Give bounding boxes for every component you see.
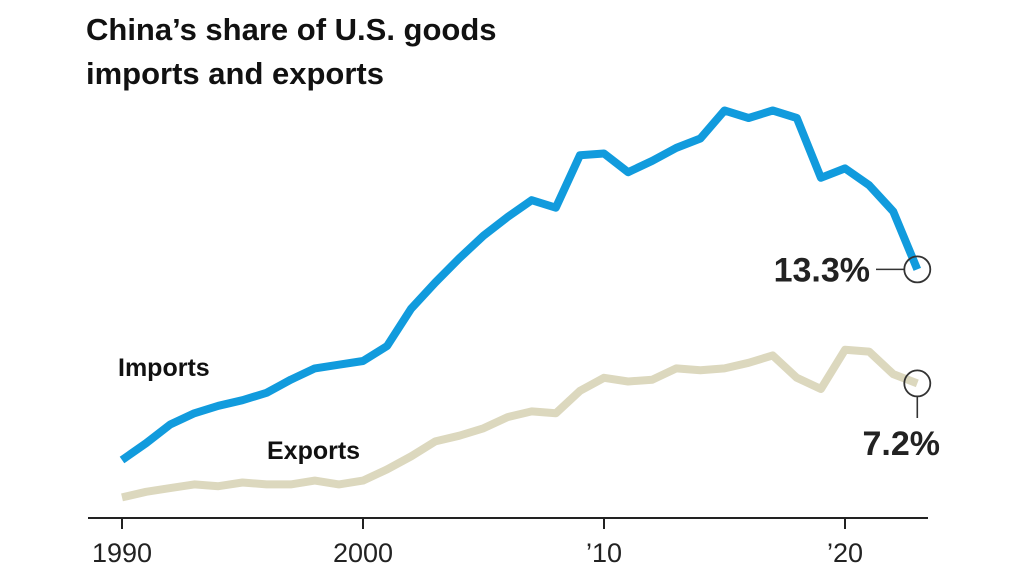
x-tick-label: 1990 (92, 538, 152, 568)
series-layer (119, 106, 921, 502)
exports-end-value-label: 7.2% (863, 425, 941, 463)
imports-end-value-label: 13.3% (774, 251, 870, 289)
chart-title: China’s share of U.S. goods imports and … (86, 8, 606, 96)
exports-end-marker (903, 369, 932, 398)
imports-series-line (119, 106, 921, 464)
exports-series-line (121, 345, 919, 502)
x-axis-ticks: 1990 2000 ’10 ’20 (92, 518, 863, 568)
x-tick-label: 2000 (333, 538, 393, 568)
x-tick-label: ’10 (586, 538, 622, 568)
end-annotations: 13.3% 7.2% (774, 251, 940, 463)
chart-title-line-2: imports and exports (86, 56, 384, 91)
x-tick-label: ’20 (827, 538, 863, 568)
exports-series-label: Exports (267, 437, 360, 465)
chart-title-line-1: China’s share of U.S. goods (86, 12, 497, 47)
imports-series-label: Imports (118, 354, 210, 382)
imports-end-marker (903, 255, 932, 284)
